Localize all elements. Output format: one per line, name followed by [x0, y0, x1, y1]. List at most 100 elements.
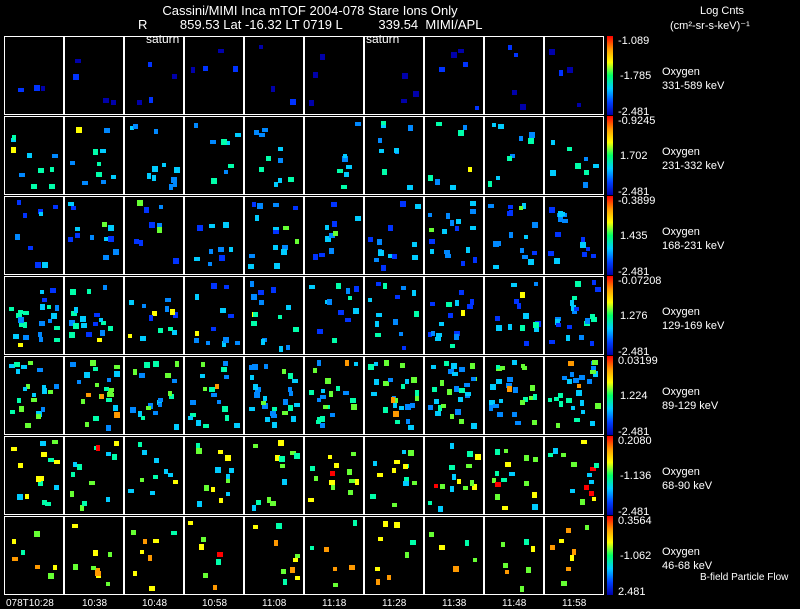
- count-pixel: [587, 473, 592, 477]
- count-pixel: [572, 309, 577, 314]
- image-cell: [4, 36, 64, 115]
- count-pixel: [320, 416, 325, 422]
- count-pixel: [466, 247, 470, 253]
- count-pixel: [415, 204, 421, 209]
- count-pixel: [168, 473, 173, 477]
- count-pixel: [327, 299, 332, 305]
- count-pixel: [534, 327, 539, 332]
- count-pixel: [429, 532, 434, 537]
- colorbar: [607, 356, 613, 435]
- count-pixel: [349, 479, 355, 483]
- count-pixel: [146, 406, 151, 410]
- count-pixel: [348, 490, 353, 495]
- count-pixel: [274, 263, 280, 269]
- count-pixel: [134, 239, 139, 244]
- image-cell: [544, 116, 604, 195]
- count-pixel: [555, 319, 560, 325]
- count-pixel: [381, 124, 386, 128]
- count-pixel: [470, 363, 475, 369]
- count-pixel: [75, 227, 80, 231]
- count-pixel: [168, 327, 173, 331]
- count-pixel: [106, 582, 110, 586]
- count-pixel: [86, 332, 92, 337]
- count-pixel: [103, 98, 109, 103]
- image-cell: [4, 516, 64, 595]
- count-pixel: [463, 125, 467, 130]
- count-pixel: [279, 456, 285, 462]
- image-cell: [304, 116, 364, 195]
- colorbar-units-title: Log Cnts: [700, 5, 745, 17]
- count-pixel: [49, 184, 55, 189]
- count-pixel: [54, 485, 59, 490]
- count-pixel: [251, 321, 257, 326]
- particle-flow-image-grid: [4, 36, 604, 595]
- count-pixel: [503, 563, 508, 568]
- count-pixel: [313, 368, 317, 373]
- count-pixel: [509, 232, 513, 238]
- count-pixel: [467, 304, 473, 309]
- time-tick-label: 11:18: [322, 598, 347, 609]
- image-cell: [184, 516, 244, 595]
- count-pixel: [532, 420, 537, 425]
- count-pixel: [313, 254, 318, 260]
- count-pixel: [410, 403, 415, 408]
- count-pixel: [454, 386, 459, 392]
- count-pixel: [435, 179, 440, 185]
- time-tick-label: 11:38: [442, 598, 467, 609]
- count-pixel: [458, 397, 463, 402]
- time-tick-label: 078T10:28: [6, 598, 54, 609]
- count-pixel: [174, 424, 179, 430]
- count-pixel: [530, 385, 535, 391]
- count-pixel: [211, 327, 216, 331]
- count-pixel: [218, 49, 224, 53]
- image-cell: [544, 436, 604, 515]
- count-pixel: [577, 103, 581, 107]
- count-pixel: [428, 405, 433, 410]
- count-pixel: [93, 367, 98, 371]
- count-pixel: [41, 86, 45, 91]
- count-pixel: [188, 416, 193, 420]
- count-pixel: [111, 100, 116, 105]
- count-pixel: [350, 398, 356, 403]
- count-pixel: [572, 549, 576, 555]
- count-pixel: [293, 206, 298, 210]
- species-label: Oxygen: [662, 306, 700, 318]
- colorbar-max-label: -0.9245: [618, 115, 656, 127]
- count-pixel: [471, 423, 477, 429]
- image-cell: [244, 276, 304, 355]
- count-pixel: [567, 67, 573, 73]
- count-pixel: [355, 216, 361, 221]
- count-pixel: [387, 575, 391, 580]
- count-pixel: [249, 365, 253, 370]
- colorbar: [607, 276, 613, 355]
- count-pixel: [497, 412, 503, 417]
- count-pixel: [519, 206, 523, 210]
- count-pixel: [203, 424, 209, 428]
- count-pixel: [405, 552, 409, 558]
- count-pixel: [292, 379, 298, 383]
- count-pixel: [157, 227, 162, 233]
- count-pixel: [566, 398, 572, 403]
- count-pixel: [589, 491, 594, 496]
- count-pixel: [528, 259, 534, 265]
- count-pixel: [324, 547, 329, 552]
- count-pixel: [28, 246, 33, 250]
- count-pixel: [403, 464, 408, 469]
- count-pixel: [111, 175, 116, 179]
- count-pixel: [93, 322, 98, 326]
- count-pixel: [173, 480, 178, 484]
- count-pixel: [458, 130, 464, 136]
- count-pixel: [432, 387, 437, 392]
- count-pixel: [196, 448, 202, 454]
- count-pixel: [9, 364, 15, 368]
- count-pixel: [133, 124, 138, 129]
- count-pixel: [428, 213, 432, 217]
- count-pixel: [252, 364, 258, 370]
- count-pixel: [448, 369, 454, 374]
- count-pixel: [17, 398, 21, 403]
- count-pixel: [36, 414, 41, 419]
- count-pixel: [288, 405, 293, 411]
- count-pixel: [583, 182, 588, 188]
- count-pixel: [445, 254, 451, 258]
- count-pixel: [42, 500, 47, 505]
